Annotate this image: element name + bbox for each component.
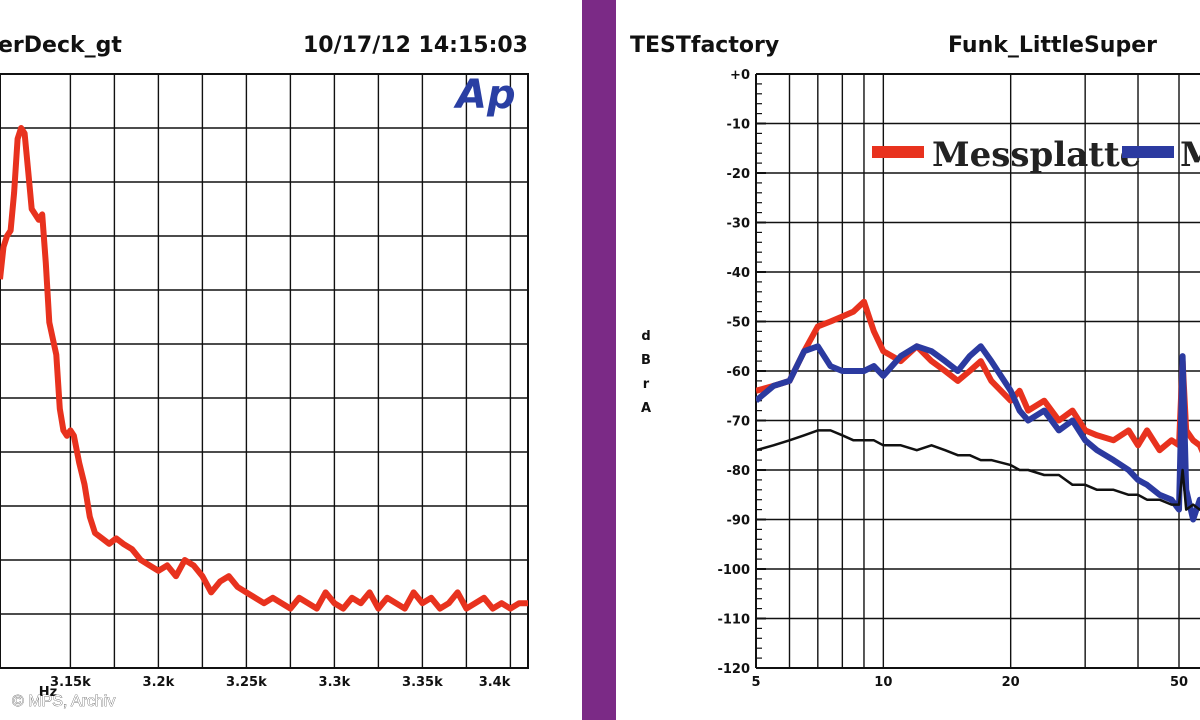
ap-logo: Ap	[453, 72, 516, 118]
right-chart-title-right: Funk_LittleSuper	[948, 33, 1157, 58]
legend-swatch-red	[872, 146, 924, 158]
right-y-tick-label: -110	[717, 613, 750, 628]
left-x-tick-label: 3.3k	[319, 675, 351, 690]
left-chart-grid	[0, 73, 529, 669]
right-y-axis-label-char: B	[641, 353, 651, 368]
legend-label-m: M	[1180, 135, 1200, 175]
right-y-tick-label: -10	[727, 118, 751, 133]
right-y-axis-label-char: d	[641, 329, 650, 344]
left-x-tick-label: 3.25k	[226, 675, 267, 690]
right-series-line-black	[756, 429, 1200, 511]
right-y-tick-label: -80	[727, 464, 751, 479]
left-series-line	[0, 125, 528, 612]
right-y-tick-label: -30	[727, 217, 751, 232]
right-y-tick-label: -50	[727, 316, 751, 331]
right-chart-grid	[755, 73, 1200, 669]
left-series-group	[0, 125, 528, 612]
right-chart-title-left: TESTfactory	[630, 33, 779, 58]
right-panel-background	[616, 0, 1200, 720]
right-x-tick-label: 10	[874, 675, 892, 690]
left-x-tick-label: 3.35k	[402, 675, 443, 690]
left-plot-frame	[0, 73, 529, 669]
left-x-axis-label: Hz	[39, 685, 57, 700]
right-series-group	[756, 298, 1200, 523]
right-y-tick-labels: +0 -10 -20 -30 -40 -50 -60 -70 -80 -90 -100 -110 -12…	[717, 68, 750, 677]
left-x-tick-label: 3.2k	[143, 675, 175, 690]
right-x-tick-label: 50	[1170, 675, 1188, 690]
right-y-tick-label: -100	[717, 563, 750, 578]
right-y-axis-label-char: A	[641, 401, 651, 416]
right-y-tick-label: -70	[727, 415, 751, 430]
left-x-tick-label: 3.4k	[479, 675, 511, 690]
right-x-tick-label: 20	[1002, 675, 1020, 690]
left-x-tick-labels: 3.15k 3.2k 3.25k 3.3k 3.35k 3.4k	[50, 675, 511, 690]
legend-swatch-blue	[1122, 146, 1174, 158]
left-x-tick-label: 3.15k	[50, 675, 91, 690]
left-chart-title-left: erDeck_gt	[0, 33, 122, 58]
right-y-axis-label-char: r	[643, 377, 650, 392]
legend-label-messplatte: Messplatte	[932, 135, 1141, 175]
right-y-tick-label: +0	[730, 68, 750, 83]
right-y-tick-label: -40	[727, 266, 751, 281]
right-y-tick-label: -60	[727, 365, 751, 380]
right-y-tick-label: -90	[727, 514, 751, 529]
right-chart-panel: TESTfactory Funk_LittleSuper +0 -10 -20 -30…	[616, 0, 1200, 720]
right-y-tick-label: -20	[727, 167, 751, 182]
right-chart-legend: Messplatte M	[872, 135, 1200, 175]
right-x-tick-label: 5	[751, 675, 760, 690]
right-x-tick-labels: 5 10 20 50	[751, 675, 1188, 690]
right-y-tick-label: -120	[717, 662, 750, 677]
left-chart-title-right: 10/17/12 14:15:03	[303, 33, 528, 58]
left-chart-panel: erDeck_gt 10/17/12 14:15:03 Ap 3.15k 3.2k…	[0, 0, 582, 720]
copyright-text: © MPS, Archiv	[12, 693, 115, 710]
